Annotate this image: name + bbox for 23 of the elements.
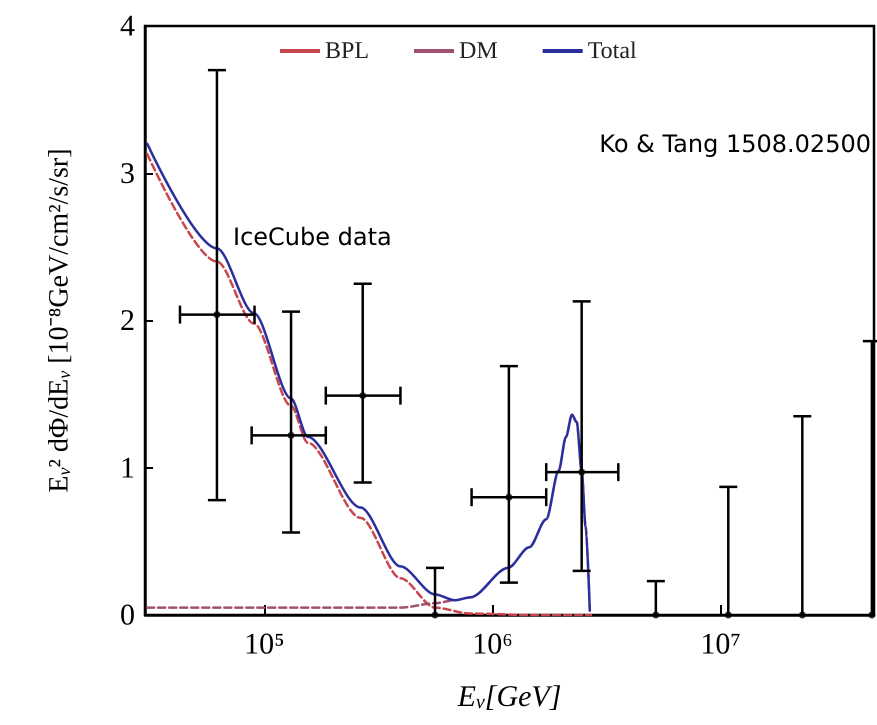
point [432,612,439,618]
point [213,311,220,318]
point [505,494,512,501]
y-tick-label: 2 [120,304,135,337]
y-tick-label: 4 [120,10,135,42]
x-tick-label: 10⁶ [472,628,513,660]
point [798,612,806,618]
y-tick-label: 1 [120,451,135,484]
y-tick-label: 0 [120,598,135,632]
point [359,392,366,400]
y-axis-title: Eν² dΦ/dEν [10⁻⁸GeV/cm²/s/sr] [44,148,74,493]
text: IceCube data [233,223,392,251]
y-tick-label: 3 [120,156,135,190]
x-tick-label: 10⁷ [700,628,741,660]
point [652,612,660,618]
x-tick-label: 10⁵ [244,628,285,660]
x-axis-title: Eν[GeV] [456,680,562,713]
annotation: Ko & Tang 1508.02500 [599,130,872,158]
point [724,612,732,618]
point [578,468,586,476]
legend-label: Total [588,38,637,64]
legend-label: DM [459,38,498,64]
legend-label: BPL [325,38,370,64]
